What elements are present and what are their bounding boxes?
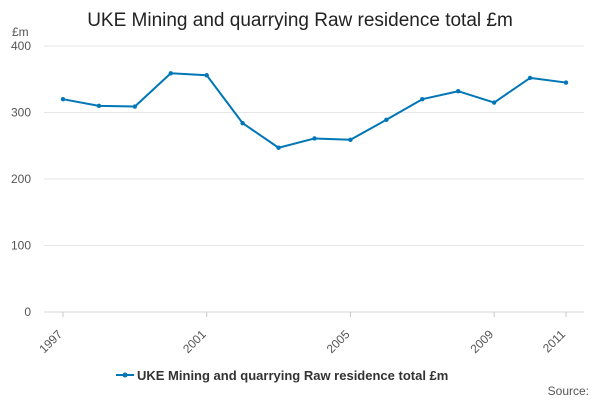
x-tick-label: 2005 xyxy=(324,327,353,356)
data-point[interactable] xyxy=(563,80,569,85)
data-point[interactable] xyxy=(491,100,497,105)
y-tick-label: 200 xyxy=(11,172,31,186)
data-point[interactable] xyxy=(384,117,389,123)
data-point[interactable] xyxy=(527,75,533,81)
x-tick-label: 2009 xyxy=(467,327,496,356)
source-label: Source: xyxy=(548,384,589,398)
data-point[interactable] xyxy=(132,104,138,109)
gridlines xyxy=(44,45,584,313)
y-tick-label: 400 xyxy=(11,39,31,53)
y-tick-label: 0 xyxy=(24,305,31,319)
chart-title: UKE Mining and quarrying Raw residence t… xyxy=(87,10,513,31)
data-point[interactable] xyxy=(96,103,102,109)
data-point[interactable] xyxy=(60,97,66,102)
series-layer xyxy=(60,71,569,150)
data-point[interactable] xyxy=(276,145,281,150)
y-tick-label: 300 xyxy=(11,106,31,120)
data-point[interactable] xyxy=(312,136,317,141)
x-tick-label: 1997 xyxy=(36,327,65,356)
data-point[interactable] xyxy=(240,120,245,126)
data-point[interactable] xyxy=(168,71,173,76)
legend-label[interactable]: UKE Mining and quarrying Raw residence t… xyxy=(137,368,448,383)
legend-point-marker xyxy=(122,372,128,378)
x-tick-label: 2011 xyxy=(540,327,568,355)
y-unit-label: £m xyxy=(12,25,29,39)
x-axis: 1997 2001 2005 2009 2011 xyxy=(36,312,568,356)
x-tick-label: 2001 xyxy=(180,327,209,356)
data-point[interactable] xyxy=(420,97,425,102)
data-point[interactable] xyxy=(456,89,461,94)
y-axis: 0 100 200 300 400 xyxy=(11,39,31,319)
y-tick-label: 100 xyxy=(11,239,31,253)
data-point[interactable] xyxy=(204,73,209,78)
legend[interactable]: UKE Mining and quarrying Raw residence t… xyxy=(116,368,448,383)
data-point[interactable] xyxy=(348,137,353,142)
